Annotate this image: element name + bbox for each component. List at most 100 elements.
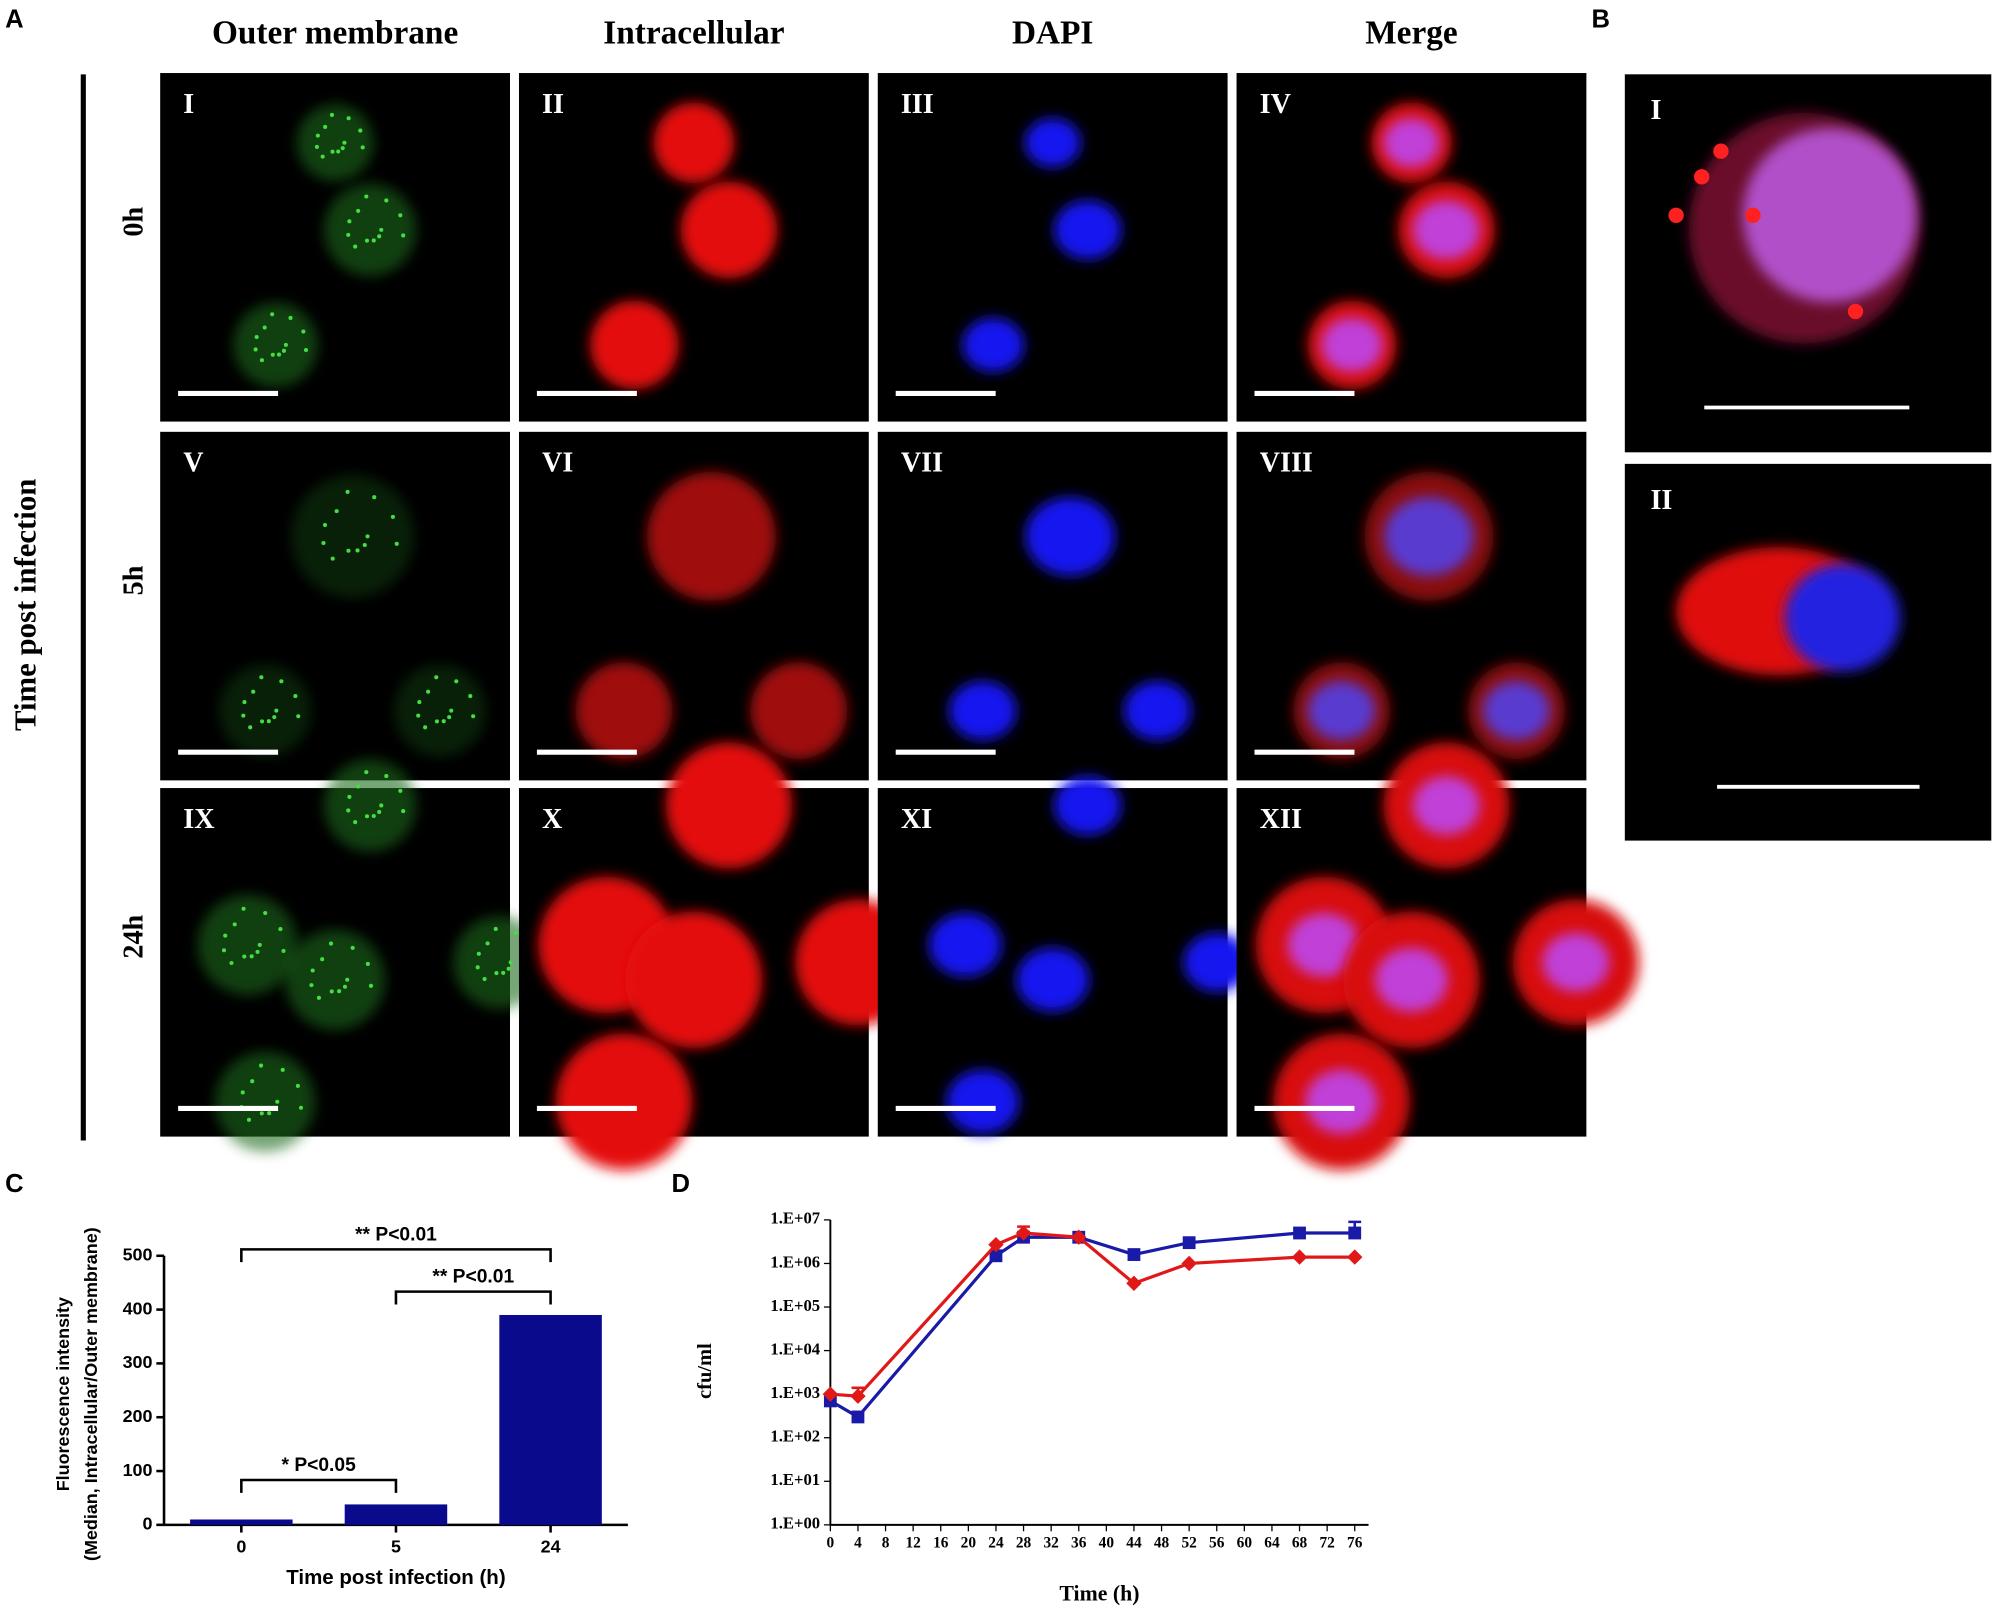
cell-dot: [330, 149, 335, 154]
cell-dot: [337, 989, 342, 994]
cell-dot: [274, 708, 279, 713]
nucleus: [1054, 776, 1122, 835]
cell-signal: [680, 181, 778, 279]
cell-dot: [353, 244, 358, 249]
cell-dot: [423, 725, 428, 730]
row-label: 5h: [118, 565, 149, 595]
cell-dot: [323, 124, 328, 130]
y-tick-label: 300: [123, 1352, 153, 1372]
cell-dot: [360, 145, 365, 150]
cell-dot: [346, 232, 351, 237]
cell-dot: [246, 1117, 252, 1122]
cell-dot: [1713, 143, 1729, 159]
nucleus: [1412, 200, 1481, 260]
cell-dot: [314, 144, 319, 149]
cell-dot: [384, 774, 389, 779]
panel-label: B: [1592, 5, 1611, 33]
cell-dot: [309, 983, 314, 988]
cell-signal: [215, 1051, 316, 1152]
marker: [1182, 1236, 1196, 1250]
cell-signal: [575, 662, 673, 759]
tile-label: III: [901, 89, 934, 120]
cell-dot: [346, 116, 351, 121]
nucleus: [1383, 118, 1440, 168]
column-header: Intracellular: [603, 15, 784, 52]
cell-dot: [485, 941, 490, 946]
cell-signal: [197, 894, 298, 995]
cell-dot: [248, 725, 253, 730]
column-header: DAPI: [1012, 15, 1093, 52]
marker: [1071, 1229, 1087, 1245]
y-axis-title: cfu/ml: [694, 1343, 716, 1399]
cell-dot: [272, 715, 277, 720]
cell-dot: [1694, 169, 1710, 185]
nucleus: [1183, 932, 1251, 992]
column-header: Merge: [1365, 15, 1457, 52]
cell-signal: [323, 183, 417, 277]
x-tick-label: 20: [961, 1535, 977, 1552]
tile-label: VII: [901, 448, 943, 479]
marker: [1293, 1226, 1306, 1240]
cell-dot: [1668, 207, 1684, 223]
cell-dot: [345, 489, 350, 494]
cell-dot: [262, 325, 267, 330]
x-tick-label: 64: [1264, 1535, 1280, 1552]
x-tick-label: 40: [1099, 1535, 1115, 1552]
cell-dot: [329, 989, 334, 994]
x-tick-label: 24: [988, 1535, 1004, 1552]
cell-dot: [390, 514, 395, 519]
cell-dot: [345, 977, 350, 982]
cell-dot: [468, 694, 473, 699]
significance-label: ** P<0.01: [432, 1267, 514, 1288]
cell-dot: [255, 949, 260, 954]
micrograph: VIII: [1236, 431, 1587, 781]
nucleus: [1542, 932, 1610, 992]
panel-label: C: [5, 1170, 24, 1198]
cell-signal: [233, 302, 318, 388]
cell-dot: [276, 352, 282, 357]
x-tick-label: 72: [1319, 1535, 1335, 1552]
cell-dot: [449, 708, 454, 713]
x-tick-label: 68: [1292, 1535, 1308, 1552]
panel-label: D: [671, 1170, 689, 1198]
micrograph: I: [1624, 74, 1992, 453]
cell-dot: [379, 803, 384, 808]
nucleus: [1054, 200, 1122, 260]
cell-signal: [555, 1033, 693, 1170]
y-tick-label: 200: [123, 1406, 153, 1426]
cell-dot: [266, 719, 271, 724]
cell-dot: [288, 315, 293, 321]
cell-dot: [263, 911, 268, 916]
cell-dot: [494, 971, 499, 976]
x-tick-label: 5: [391, 1537, 401, 1557]
y-tick-label: 400: [123, 1298, 153, 1318]
cell-dot: [259, 358, 265, 363]
y-tick-label: 100: [123, 1460, 153, 1480]
cell-dot: [281, 948, 286, 954]
cell-dot: [401, 809, 406, 814]
cell-dot: [417, 700, 422, 705]
tile-label: XII: [1260, 804, 1302, 835]
cell-dot: [441, 719, 446, 724]
y-tick-label: 1.E+05: [770, 1296, 820, 1315]
cell-dot: [384, 198, 389, 203]
cell-dot: [508, 960, 513, 965]
tile-label: IV: [1260, 89, 1292, 120]
cell-dot: [364, 238, 370, 243]
cell-dot: [223, 933, 228, 938]
cell-signal: [665, 742, 792, 869]
row-label: 24h: [118, 914, 149, 958]
y-tick-label: 1.E+00: [770, 1514, 820, 1533]
x-tick-label: 0: [827, 1535, 835, 1552]
cell-dot: [368, 983, 374, 988]
cell-dot: [301, 329, 306, 334]
cell-dot: [356, 784, 361, 789]
x-tick-label: 76: [1347, 1535, 1363, 1552]
cell-signal: [647, 472, 776, 601]
tile-label: VI: [542, 448, 573, 479]
cell-dot: [447, 715, 452, 720]
cell-dot: [251, 689, 256, 694]
cell-dot: [346, 548, 351, 553]
micrograph: VII: [877, 431, 1228, 781]
cell-dot: [394, 541, 399, 546]
